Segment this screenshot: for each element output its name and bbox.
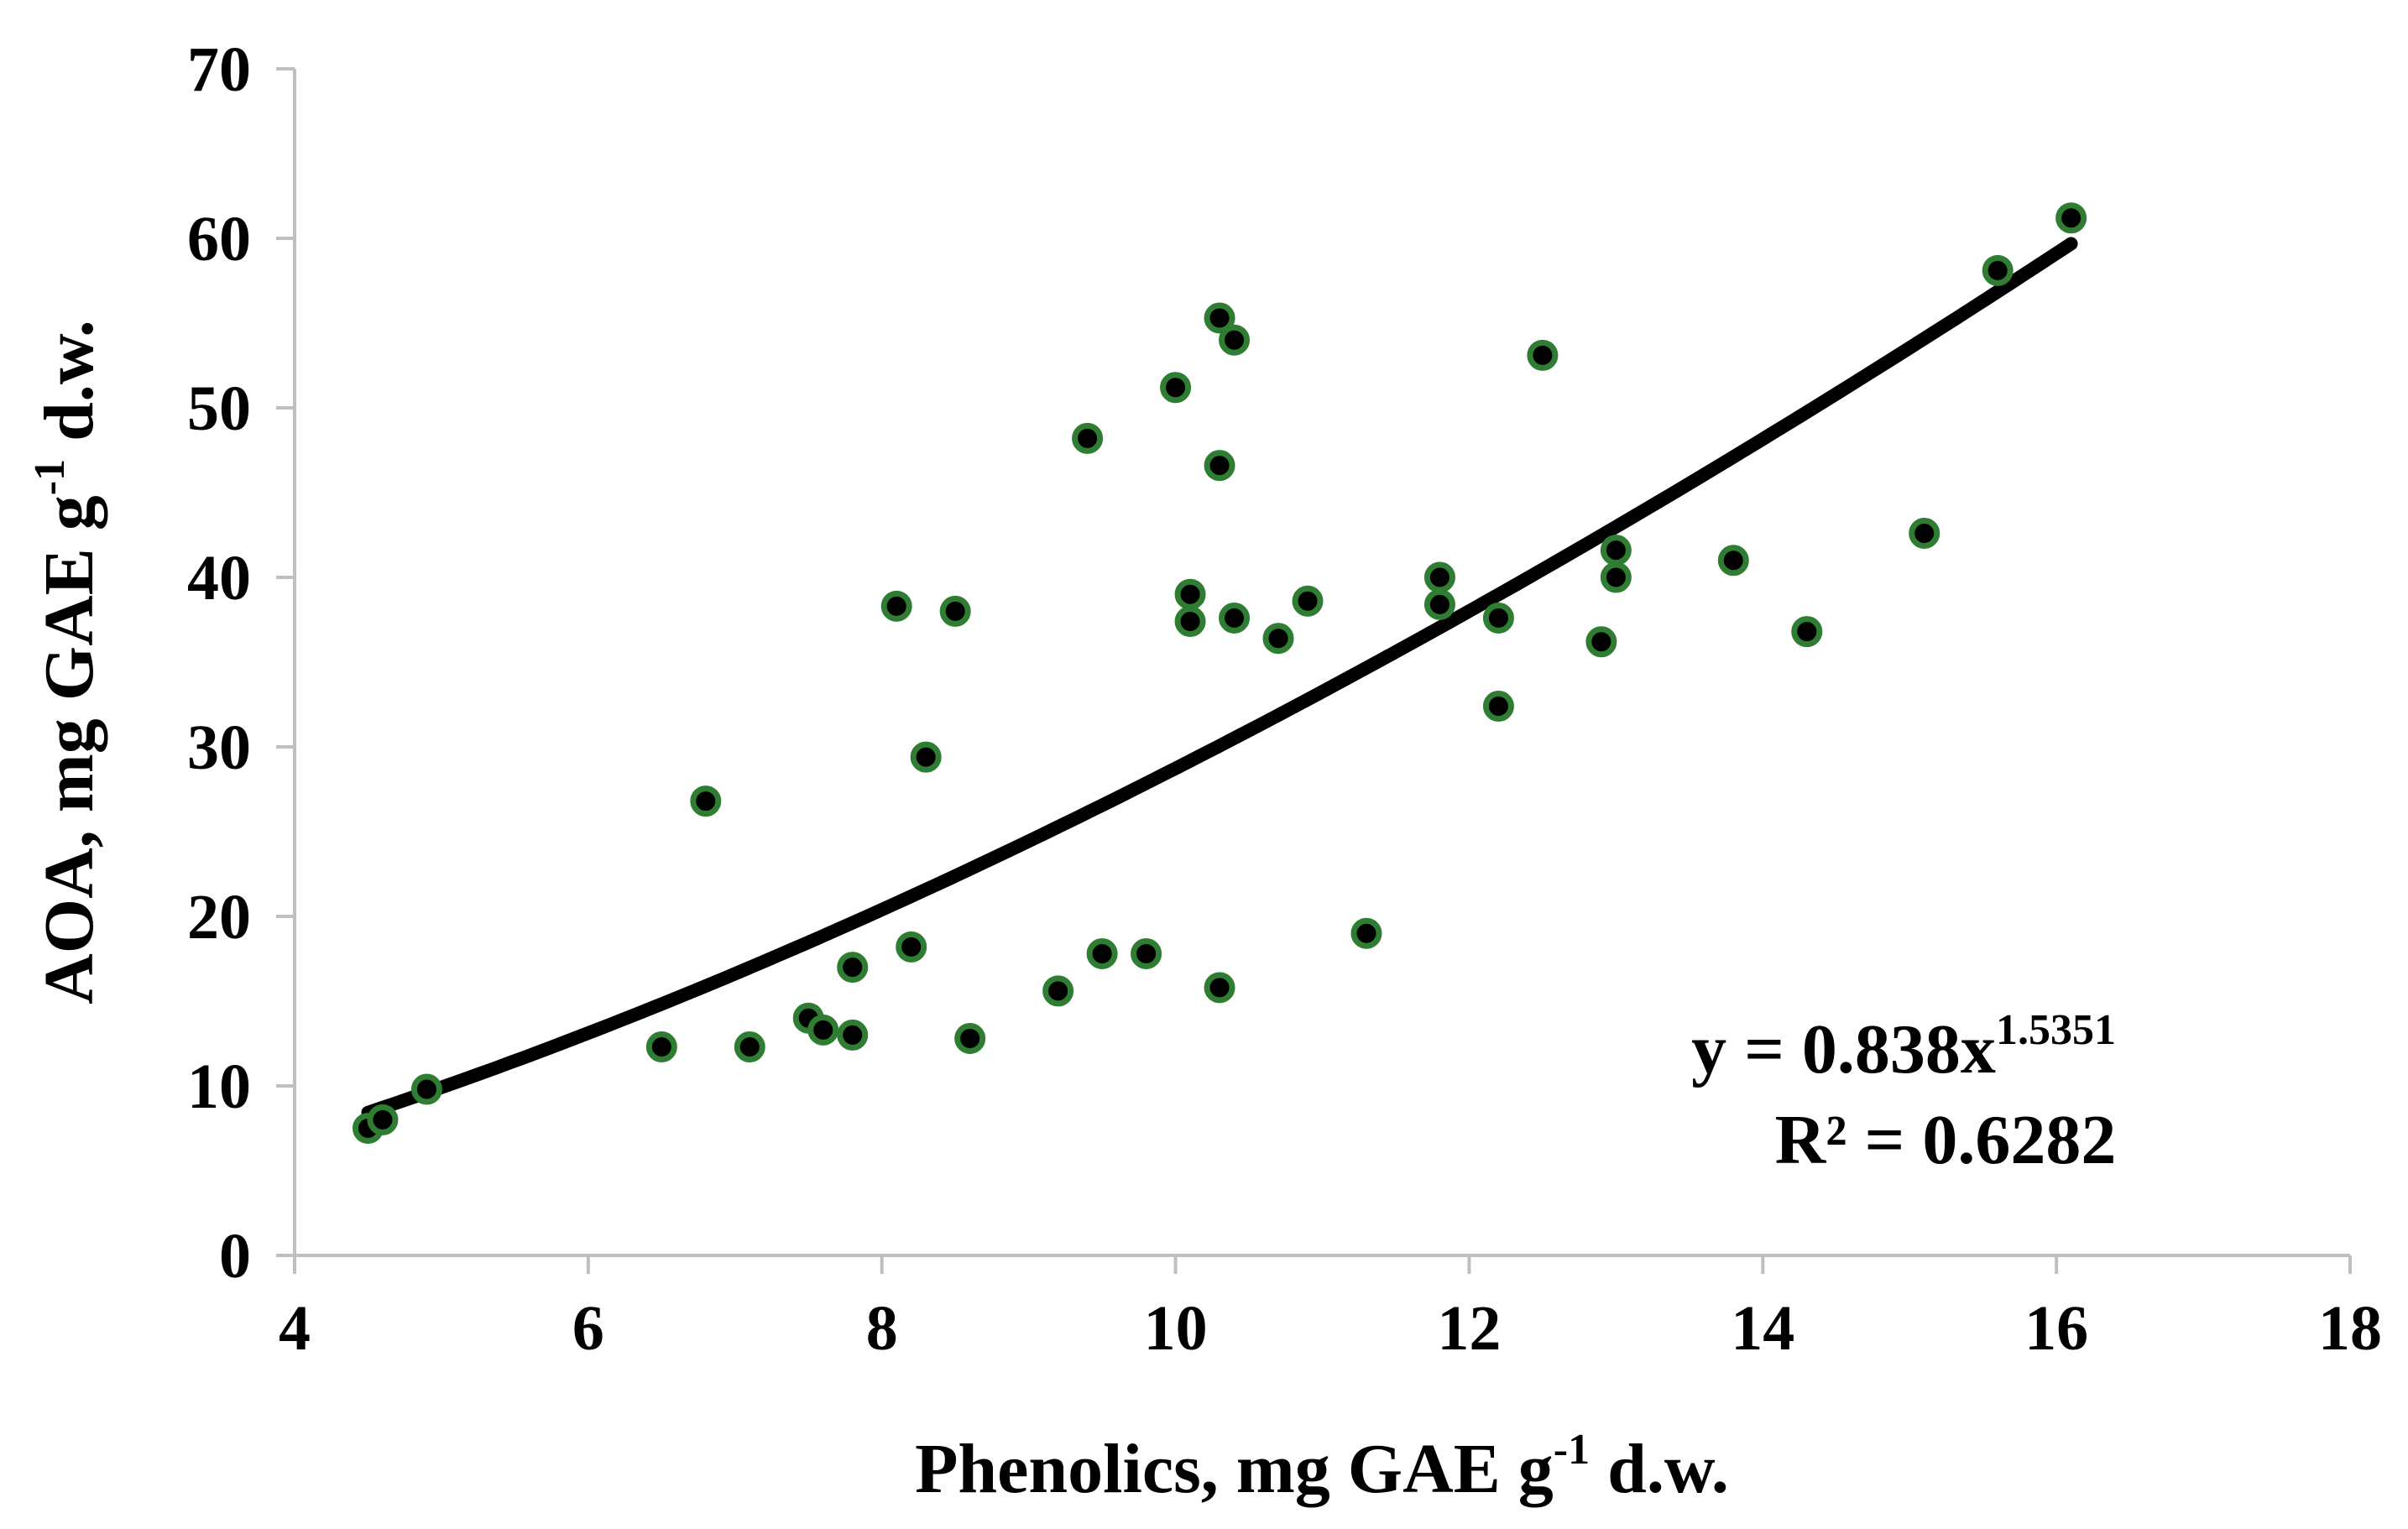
data-point: [1585, 626, 1617, 658]
data-point: [1982, 254, 2014, 286]
x-tick-label: 18: [2318, 1293, 2382, 1364]
data-point: [1072, 422, 1104, 454]
x-tick-label: 14: [1731, 1293, 1794, 1364]
x-tick-label: 16: [2024, 1293, 2088, 1364]
y-tick-label: 40: [187, 543, 251, 613]
data-point: [410, 1073, 442, 1105]
y-tick-label: 70: [187, 34, 251, 105]
x-tick-label: 10: [1144, 1293, 1208, 1364]
data-point: [1482, 602, 1514, 634]
equation-exponent: 1.5351: [1996, 1006, 2116, 1054]
y-tick-label: 60: [187, 204, 251, 274]
x-ticks: 4 6 8 10 12 14 16 18: [279, 1255, 2382, 1364]
data-point: [1204, 972, 1235, 1004]
data-point: [1219, 324, 1251, 356]
x-tick-label: 6: [572, 1293, 604, 1364]
data-point: [1423, 588, 1455, 620]
data-point: [807, 1014, 839, 1046]
y-tick-label: 30: [187, 712, 251, 783]
data-point: [1204, 450, 1235, 482]
x-tick-label: 12: [1437, 1293, 1501, 1364]
data-point: [1160, 372, 1192, 404]
data-point: [1174, 606, 1206, 638]
data-point: [1219, 602, 1251, 634]
trendline: [361, 237, 2078, 1119]
data-point: [1527, 339, 1559, 371]
data-point: [2055, 202, 2087, 234]
data-point: [1262, 623, 1294, 655]
data-point: [367, 1104, 399, 1135]
data-point: [837, 952, 869, 984]
data-point: [837, 1019, 869, 1051]
data-point: [1600, 535, 1632, 566]
equation-main: y = 0.838x: [1691, 1010, 1996, 1088]
data-point: [1086, 937, 1118, 969]
data-point: [1131, 937, 1162, 969]
y-tick-label: 0: [219, 1221, 251, 1292]
y-tick-label: 50: [187, 373, 251, 444]
data-point: [880, 590, 912, 622]
data-points: [352, 202, 2087, 1144]
data-point: [910, 741, 942, 773]
y-tick-label: 10: [187, 1052, 251, 1122]
data-point: [1600, 561, 1632, 593]
data-point: [690, 785, 722, 817]
data-point: [954, 1022, 986, 1054]
y-axis-title: AOA, mg GAE g-1 d.w.: [26, 320, 108, 1005]
x-axis-title: Phenolics, mg GAE g-1 d.w.: [915, 1426, 1729, 1508]
data-point: [1204, 302, 1235, 334]
x-tick-label: 4: [279, 1293, 311, 1364]
x-tick-label: 8: [866, 1293, 898, 1364]
data-point: [1042, 975, 1074, 1007]
data-point: [1791, 616, 1823, 648]
data-point: [645, 1031, 677, 1063]
data-point: [939, 595, 971, 627]
data-point: [734, 1031, 765, 1063]
data-point: [896, 931, 927, 963]
axes: [293, 69, 2350, 1257]
data-point: [1423, 561, 1455, 593]
data-point: [1350, 917, 1382, 949]
r-squared-label: R² = 0.6282: [1775, 1101, 2117, 1179]
data-point: [1909, 517, 1941, 549]
data-point: [1482, 691, 1514, 723]
data-point: [1292, 585, 1324, 617]
data-point: [1717, 545, 1749, 577]
trendline-equation: y = 0.838x1.5351: [1691, 1006, 2116, 1088]
y-ticks: 0 10 20 30 40 50 60 70: [187, 34, 295, 1292]
y-tick-label: 20: [187, 882, 251, 952]
data-point: [1174, 578, 1206, 610]
